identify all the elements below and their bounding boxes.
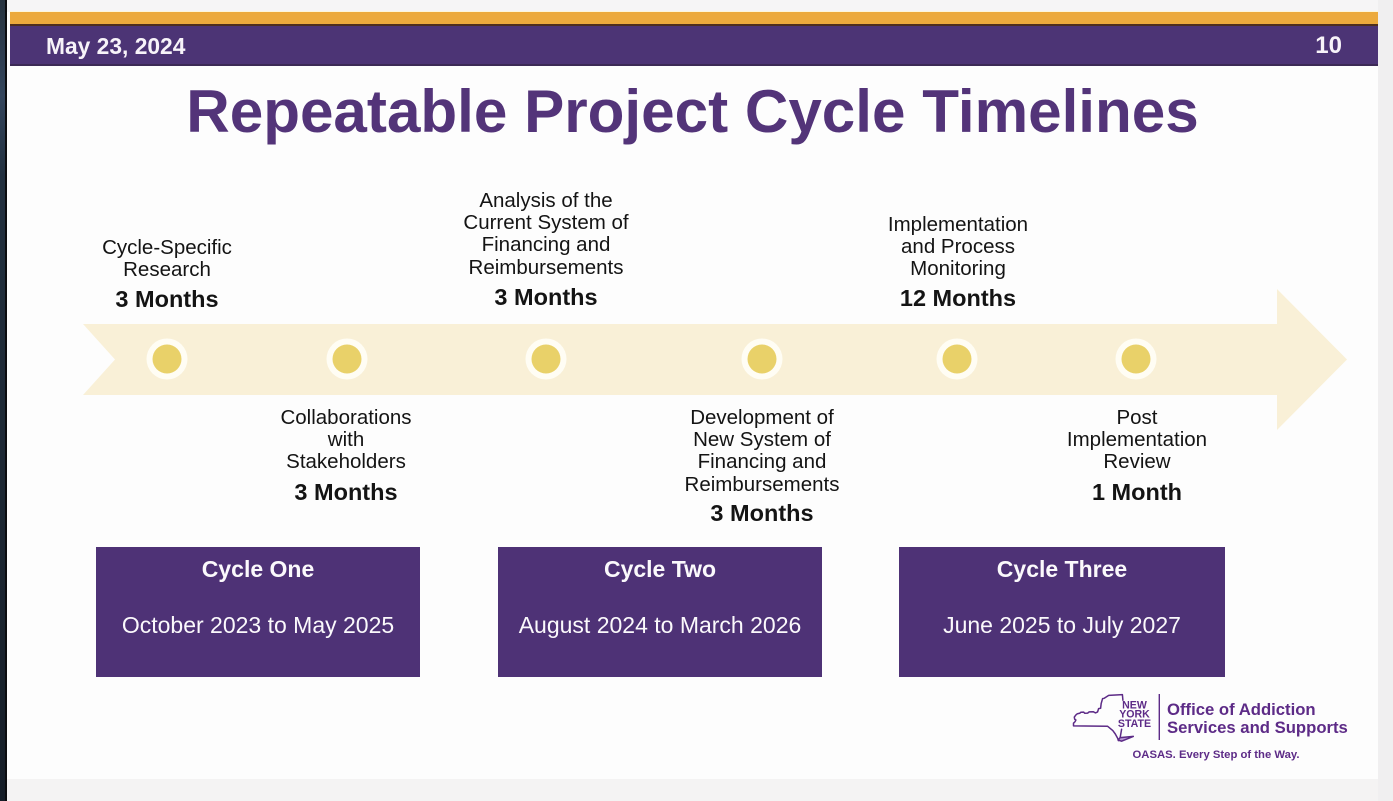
svg-text:STATE: STATE (1118, 718, 1151, 730)
svg-text:OASAS. Every Step of the Way.: OASAS. Every Step of the Way. (1133, 749, 1300, 761)
svg-text:Services and Supports: Services and Supports (1167, 718, 1348, 737)
svg-text:YORK: YORK (1119, 709, 1150, 721)
svg-text:NEW: NEW (1122, 699, 1147, 711)
svg-text:Office of Addiction: Office of Addiction (1167, 700, 1316, 719)
